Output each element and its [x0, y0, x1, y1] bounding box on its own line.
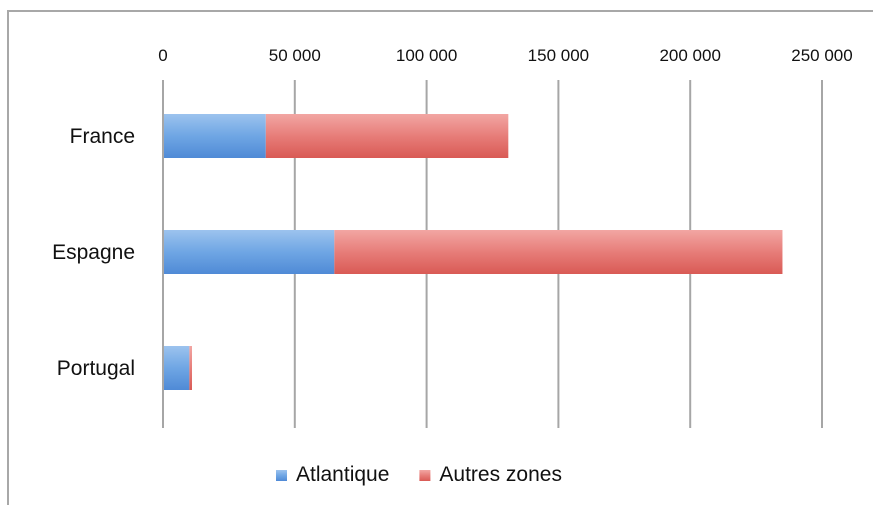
- legend-label-1: Autres zones: [439, 463, 562, 486]
- category-label-espagne: Espagne: [52, 241, 135, 264]
- legend-swatch-0: [276, 470, 287, 481]
- bars: [163, 114, 783, 390]
- legend-label-0: Atlantique: [296, 463, 389, 486]
- x-tick-label-0: 0: [158, 46, 167, 65]
- bar-espagne-atlantique: [163, 230, 335, 274]
- bar-portugal-atlantique: [163, 346, 190, 390]
- bar-france-atlantique: [163, 114, 266, 158]
- x-tick-label-5: 250 000: [791, 46, 852, 65]
- bar-france-autres-zones: [265, 114, 509, 158]
- bar-portugal-autres-zones: [189, 346, 192, 390]
- x-axis: 0 50 000 100 000 150 000 200 000 250 000: [158, 46, 852, 65]
- x-tick-label-2: 100 000: [396, 46, 457, 65]
- category-axis: France Espagne Portugal: [52, 80, 164, 428]
- category-label-portugal: Portugal: [57, 357, 135, 380]
- x-tick-label-4: 200 000: [659, 46, 720, 65]
- legend: Atlantique Autres zones: [276, 463, 562, 486]
- category-label-france: France: [70, 125, 135, 148]
- x-tick-label-3: 150 000: [528, 46, 589, 65]
- legend-swatch-1: [419, 470, 431, 481]
- x-tick-label-1: 50 000: [269, 46, 321, 65]
- bar-espagne-autres-zones: [334, 230, 783, 274]
